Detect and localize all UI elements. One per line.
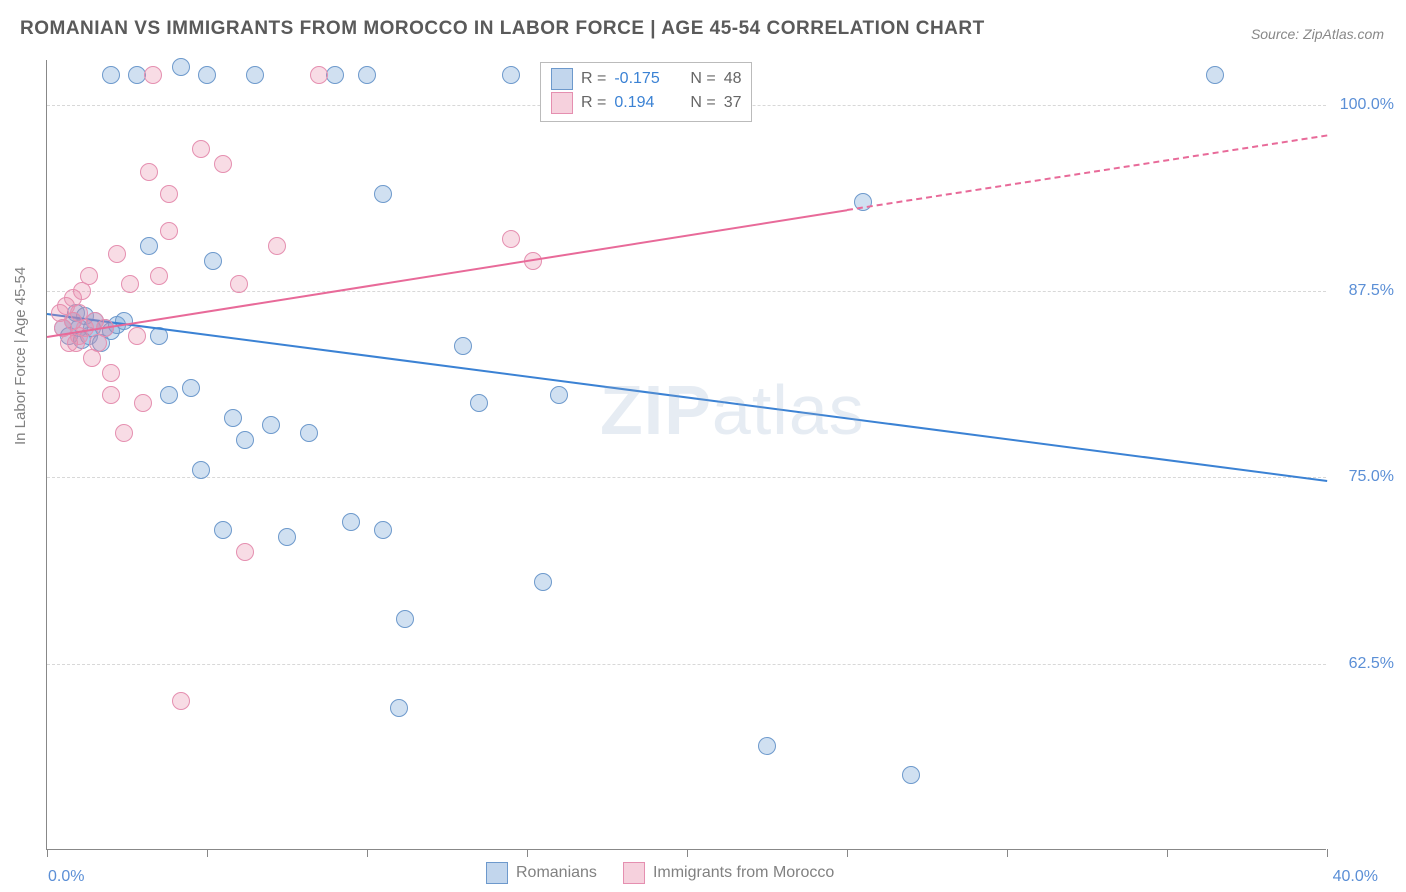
gridline-h [47,664,1326,665]
data-point [502,230,520,248]
data-point [310,66,328,84]
data-point [300,424,318,442]
legend-swatch [486,862,508,884]
data-point [230,275,248,293]
y-tick-label: 100.0% [1340,96,1394,114]
y-tick-label: 87.5% [1349,282,1394,300]
r-label: R = [581,91,606,115]
y-axis-label: In Labor Force | Age 45-54 [12,267,29,445]
data-point [160,222,178,240]
data-point [102,364,120,382]
n-label: N = [690,67,715,91]
data-point [160,185,178,203]
n-value: 48 [724,67,742,91]
series-legend-label: Immigrants from Morocco [653,864,834,882]
x-tick [1167,849,1168,857]
data-point [454,337,472,355]
x-tick [847,849,848,857]
series-legend-item: Romanians [486,862,597,884]
plot-area [46,60,1326,850]
data-point [150,267,168,285]
x-tick [367,849,368,857]
data-point [80,267,98,285]
data-point [374,521,392,539]
data-point [236,543,254,561]
r-value: 0.194 [614,91,672,115]
x-max-label: 40.0% [1333,868,1378,886]
r-value: -0.175 [614,67,672,91]
data-point [214,521,232,539]
data-point [268,237,286,255]
x-tick [527,849,528,857]
chart-title: ROMANIAN VS IMMIGRANTS FROM MOROCCO IN L… [20,18,985,40]
data-point [342,513,360,531]
data-point [182,379,200,397]
y-tick-label: 62.5% [1349,655,1394,673]
data-point [140,237,158,255]
data-point [108,245,126,263]
data-point [115,312,133,330]
r-label: R = [581,67,606,91]
data-point [374,185,392,203]
data-point [160,386,178,404]
data-point [198,66,216,84]
data-point [902,766,920,784]
data-point [214,155,232,173]
data-point [278,528,296,546]
data-point [534,573,552,591]
x-tick [687,849,688,857]
legend-swatch [551,68,573,90]
source-attribution: Source: ZipAtlas.com [1251,26,1384,42]
y-tick-label: 75.0% [1349,468,1394,486]
data-point [140,163,158,181]
series-legend-label: Romanians [516,864,597,882]
data-point [470,394,488,412]
data-point [262,416,280,434]
x-tick [1007,849,1008,857]
data-point [1206,66,1224,84]
correlation-legend: R = -0.175 N = 48 R = 0.194 N = 37 [540,62,752,122]
legend-swatch [623,862,645,884]
data-point [204,252,222,270]
series-legend: Romanians Immigrants from Morocco [486,862,834,884]
trend-line [47,313,1327,482]
x-tick [1327,849,1328,857]
data-point [224,409,242,427]
data-point [192,461,210,479]
x-tick [47,849,48,857]
data-point [128,327,146,345]
data-point [246,66,264,84]
trend-line [847,135,1327,212]
data-point [502,66,520,84]
data-point [102,386,120,404]
data-point [172,58,190,76]
gridline-h [47,477,1326,478]
x-tick [207,849,208,857]
n-label: N = [690,91,715,115]
data-point [390,699,408,717]
n-value: 37 [724,91,742,115]
data-point [134,394,152,412]
data-point [550,386,568,404]
series-legend-item: Immigrants from Morocco [623,862,834,884]
data-point [102,66,120,84]
correlation-legend-row: R = 0.194 N = 37 [551,91,741,115]
data-point [115,424,133,442]
data-point [358,66,376,84]
data-point [396,610,414,628]
data-point [326,66,344,84]
data-point [758,737,776,755]
correlation-legend-row: R = -0.175 N = 48 [551,67,741,91]
data-point [121,275,139,293]
data-point [144,66,162,84]
x-min-label: 0.0% [48,868,84,886]
data-point [192,140,210,158]
data-point [172,692,190,710]
data-point [236,431,254,449]
legend-swatch [551,92,573,114]
